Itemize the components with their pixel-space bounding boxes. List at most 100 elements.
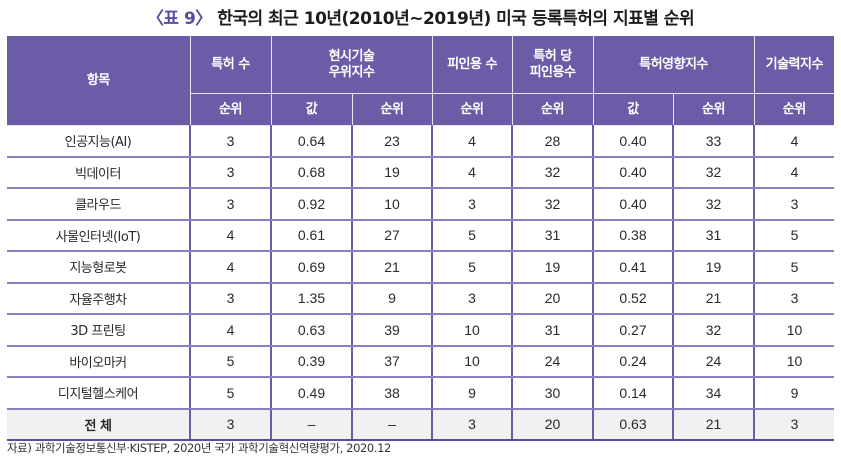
cell-item: 인공지능(AI) [7,125,191,158]
cell-rta-rank: 38 [351,377,433,410]
cell-pii-value: 0.41 [592,251,674,284]
cell-pii-rank: 21 [671,408,756,441]
cell-cpp-rank: 31 [511,219,594,252]
header-item: 항목 [7,36,191,126]
table-row: 클라우드 3 0.92 10 3 32 0.40 32 3 [7,188,835,221]
cell-rta-rank: 21 [351,251,433,284]
cell-patents-rank: 4 [189,251,272,284]
cell-cpp-rank: 30 [511,377,594,410]
cell-patents-rank: 3 [189,156,272,189]
cell-citations-rank: 10 [431,314,513,347]
cell-pii-value: 0.63 [592,408,674,441]
subheader-citations-rank: 순위 [431,93,513,126]
cell-item: 자율주행차 [7,282,191,315]
table-title-text: 한국의 최근 10년(2010년~2019년) 미국 등록특허의 지표별 순위 [217,9,695,29]
cell-item: 전 체 [7,408,191,441]
table-title: 〈표 9〉 한국의 최근 10년(2010년~2019년) 미국 등록특허의 지… [0,4,841,29]
cell-rta-rank: 10 [351,188,433,221]
cell-item: 3D 프린팅 [7,314,191,347]
cell-citations-rank: 5 [431,219,513,252]
cell-pii-rank: 32 [671,188,756,221]
subheader-ts-rank: 순위 [753,93,835,126]
cell-cpp-rank: 32 [511,156,594,189]
cell-patents-rank: 4 [189,219,272,252]
cell-rta-value: 0.92 [270,188,353,221]
cell-item: 디지털헬스케어 [7,377,191,410]
cell-citations-rank: 3 [431,408,513,441]
cell-pii-value: 0.14 [592,377,674,410]
subheader-cpp-rank: 순위 [511,93,594,126]
cell-citations-rank: 3 [431,282,513,315]
source-note: 자료) 과학기술정보통신부·KISTEP, 2020년 국가 과학기술혁신역량평… [7,441,391,455]
cell-ts-rank: 3 [753,282,835,315]
cell-citations-rank: 4 [431,156,513,189]
cell-rta-value: 1.35 [270,282,353,315]
cell-pii-value: 0.38 [592,219,674,252]
cell-cpp-rank: 20 [511,282,594,315]
cell-citations-rank: 4 [431,125,513,158]
cell-pii-rank: 34 [671,377,756,410]
cell-rta-value: – [270,408,353,441]
cell-citations-rank: 10 [431,345,513,378]
cell-pii-rank: 33 [671,125,756,158]
header-ts: 기술력지수 [753,36,835,94]
cell-pii-rank: 21 [671,282,756,315]
cell-ts-rank: 4 [753,125,835,158]
cell-pii-value: 0.40 [592,125,674,158]
subheader-pii-value: 값 [592,93,674,126]
cell-rta-value: 0.61 [270,219,353,252]
cell-rta-rank: 9 [351,282,433,315]
total-row: 전 체 3– –3 20 0.63 21 3 [7,408,835,441]
cell-pii-value: 0.52 [592,282,674,315]
table-row: 지능형로봇 4 0.69 21 5 19 0.41 19 5 [7,251,835,284]
cell-patents-rank: 3 [189,188,272,221]
table-row: 바이오마커 5 0.39 37 10 24 0.24 24 10 [7,345,835,378]
table-row: 디지털헬스케어 5 0.49 38 9 30 0.14 34 9 [7,377,835,410]
cell-cpp-rank: 32 [511,188,594,221]
cell-item: 빅데이터 [7,156,191,189]
cell-ts-rank: 3 [753,408,835,441]
cell-patents-rank: 3 [189,125,272,158]
cell-pii-rank: 32 [671,156,756,189]
cell-pii-rank: 32 [671,314,756,347]
cell-pii-value: 0.27 [592,314,674,347]
cell-pii-rank: 24 [671,345,756,378]
table-row: 빅데이터 3 0.68 19 4 32 0.40 32 4 [7,156,835,189]
table-row: 인공지능(AI) 3 0.64 23 4 28 0.40 33 4 [7,125,835,158]
cell-rta-value: 0.63 [270,314,353,347]
header-row-sub: 순위 값 순위 순위 순위 값 순위 순위 [7,93,835,126]
subheader-pii-rank: 순위 [672,93,755,126]
header-row-top: 항목 특허 수 현시기술 우위지수 피인용 수 특허 당 피인용수 특허영향지수… [7,36,835,126]
header-pii: 특허영향지수 [592,36,755,94]
header-cpp: 특허 당 피인용수 [511,36,594,94]
cell-patents-rank: 5 [189,345,272,378]
cell-item: 지능형로봇 [7,251,191,284]
table-number: 〈표 9〉 [146,9,212,29]
header-cpp-line1: 특허 당 [533,48,572,64]
header-citations: 피인용 수 [431,36,513,94]
cell-item: 클라우드 [7,188,191,221]
ranking-table: 항목 특허 수 현시기술 우위지수 피인용 수 특허 당 피인용수 특허영향지수… [7,36,835,441]
cell-rta-rank: 39 [351,314,433,347]
cell-ts-rank: 5 [753,219,835,252]
cell-pii-value: 0.24 [592,345,674,378]
header-rta-line1: 현시기술 [328,48,375,64]
cell-item: 바이오마커 [7,345,191,378]
table-row: 3D 프린팅 4 0.63 39 10 31 0.27 32 10 [7,314,835,347]
cell-cpp-rank: 20 [511,408,594,441]
subheader-patents-rank: 순위 [189,93,272,126]
cell-item: 사물인터넷(IoT) [7,219,191,252]
cell-cpp-rank: 19 [511,251,594,284]
cell-cpp-rank: 24 [511,345,594,378]
cell-rta-value: 0.69 [270,251,353,284]
cell-patents-rank: 4 [189,314,272,347]
cell-citations-rank: 3 [431,188,513,221]
header-rta: 현시기술 우위지수 [270,36,433,94]
cell-rta-rank: 27 [351,219,433,252]
cell-rta-value: 0.68 [270,156,353,189]
cell-rta-rank: – [351,408,433,441]
cell-ts-rank: 10 [753,314,835,347]
table-row: 자율주행차 3 1.35 9 3 20 0.52 21 3 [7,282,835,315]
cell-ts-rank: 4 [753,156,835,189]
subheader-rta-rank: 순위 [351,93,433,126]
